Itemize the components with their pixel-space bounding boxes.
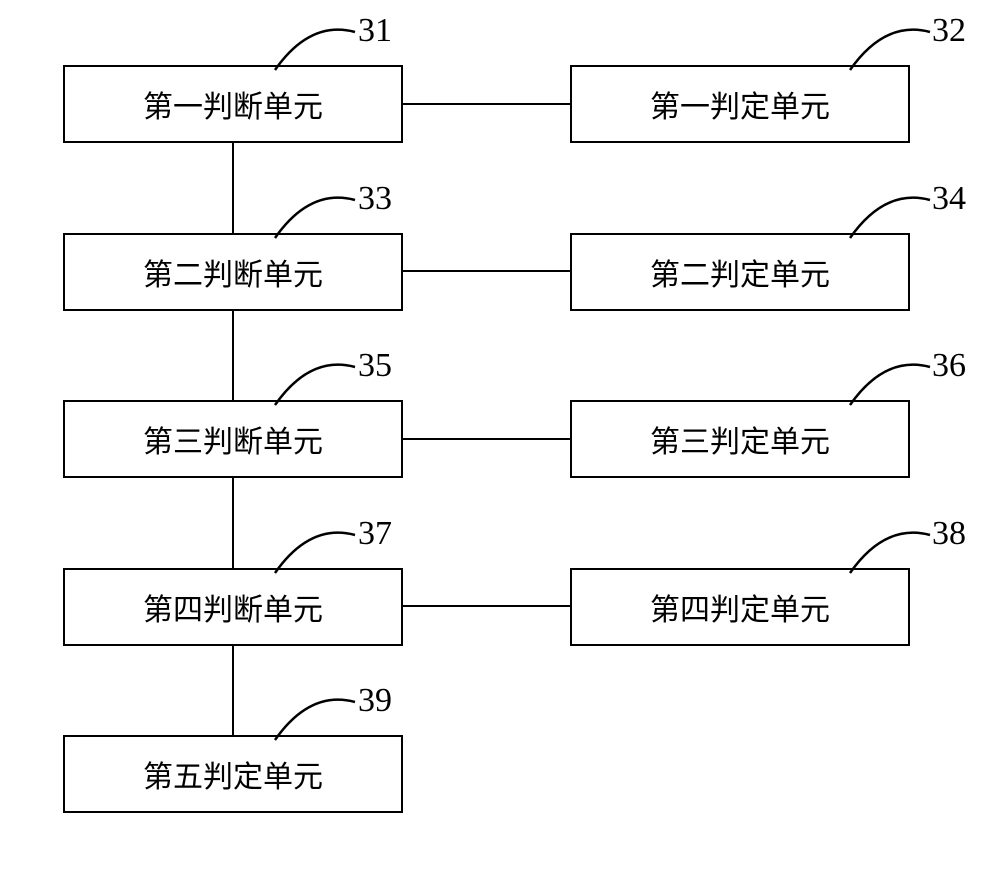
diagram-canvas: 第一判断单元31第一判定单元32第二判断单元33第二判定单元34第三判断单元35… [0,0,1000,896]
lead-arc-32 [845,20,940,75]
connector-b33-b35 [232,311,234,400]
lead-arc-36 [845,355,940,410]
lead-arc-33 [270,188,365,243]
connector-b31-b33 [232,143,234,233]
lead-arc-34 [845,188,940,243]
node-label: 第四判定单元 [650,585,830,629]
node-b37: 第四判断单元 [63,568,403,646]
node-b38: 第四判定单元 [570,568,910,646]
connector-b31-b32 [403,103,570,105]
node-b31: 第一判断单元 [63,65,403,143]
node-b34: 第二判定单元 [570,233,910,311]
connector-b33-b34 [403,270,570,272]
node-b36: 第三判定单元 [570,400,910,478]
node-b33: 第二判断单元 [63,233,403,311]
lead-arc-38 [845,523,940,578]
connector-b37-b38 [403,605,570,607]
node-label: 第一判定单元 [650,82,830,126]
node-b39: 第五判定单元 [63,735,403,813]
lead-arc-39 [270,690,365,745]
node-label: 第三判定单元 [650,417,830,461]
node-label: 第二判定单元 [650,250,830,294]
node-b35: 第三判断单元 [63,400,403,478]
node-label: 第五判定单元 [143,752,323,796]
node-label: 第三判断单元 [143,417,323,461]
node-b32: 第一判定单元 [570,65,910,143]
node-label: 第二判断单元 [143,250,323,294]
lead-arc-31 [270,20,365,75]
connector-b35-b36 [403,438,570,440]
node-label: 第一判断单元 [143,82,323,126]
lead-arc-35 [270,355,365,410]
node-label: 第四判断单元 [143,585,323,629]
connector-b37-b39 [232,646,234,735]
connector-b35-b37 [232,478,234,568]
lead-arc-37 [270,523,365,578]
